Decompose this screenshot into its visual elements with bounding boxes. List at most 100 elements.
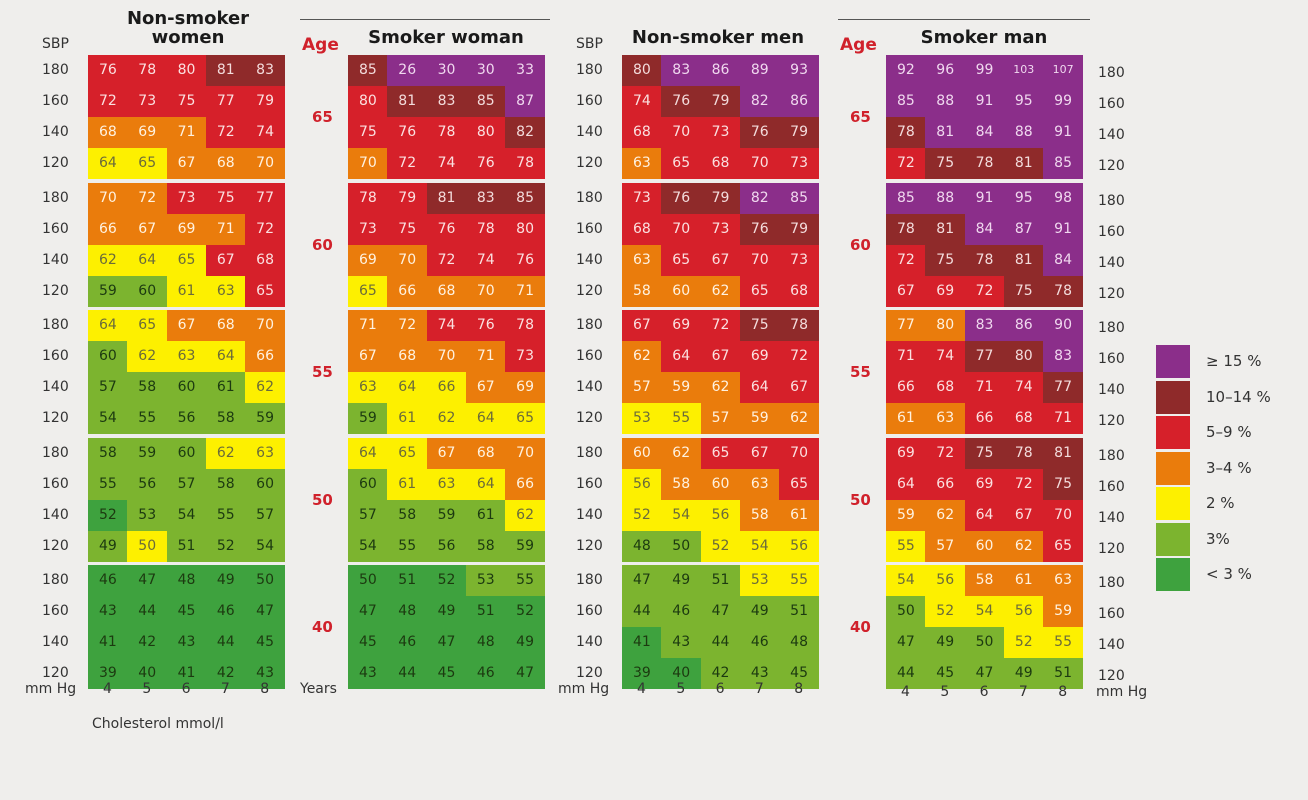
legend-label-1: 10–14 % — [1206, 387, 1271, 406]
legend-label-5: 3% — [1206, 529, 1230, 548]
cell-smoker-woman-age55-sbp120-chol5: 61 — [387, 403, 428, 434]
cell-smoker-man-age60-sbp120-chol4: 67 — [886, 275, 926, 307]
cell-non-smoker-men-age65-sbp140-chol6: 73 — [700, 117, 741, 148]
cell-non-smoker-men-age50-sbp120-chol8: 56 — [779, 530, 819, 562]
cell-non-smoker-women-age40-sbp180-chol6: 48 — [166, 565, 207, 596]
legend-label-0: ≥ 15 % — [1206, 352, 1262, 370]
cell-non-smoker-women-age65-sbp180-chol8: 83 — [245, 55, 285, 86]
cell-non-smoker-men-age65-sbp160-chol5: 76 — [661, 86, 702, 117]
cell-non-smoker-women-age50-sbp180-chol8: 63 — [245, 437, 285, 469]
cell-non-smoker-women-age40-sbp120-chol6: 41 — [166, 658, 207, 689]
legend-swatch-4 — [1156, 487, 1190, 520]
cell-non-smoker-women-age65-sbp120-chol5: 65 — [127, 148, 168, 179]
cell-smoker-man-age60-sbp140-chol8: 84 — [1043, 244, 1083, 276]
age-left-65: 65 — [312, 108, 333, 126]
cell-non-smoker-men-age60-sbp180-chol6: 79 — [700, 182, 741, 214]
cell-smoker-woman-age40-sbp180-chol4: 50 — [348, 565, 388, 596]
sbp-left-age55-180: 180 — [42, 317, 69, 333]
cell-non-smoker-women-age40-sbp180-chol7: 49 — [205, 565, 246, 596]
sbp-center-age55-140: 140 — [576, 379, 603, 395]
cell-smoker-woman-age50-sbp160-chol6: 63 — [426, 468, 467, 500]
cell-non-smoker-men-age65-sbp180-chol6: 86 — [700, 55, 741, 86]
cell-non-smoker-women-age50-sbp140-chol6: 54 — [166, 499, 207, 531]
cell-smoker-man-age55-sbp120-chol6: 66 — [964, 403, 1005, 434]
cell-non-smoker-women-age60-sbp160-chol4: 66 — [88, 213, 128, 245]
cell-smoker-man-age40-sbp120-chol4: 44 — [886, 658, 926, 689]
sbp-right-age65-180: 180 — [1098, 65, 1125, 81]
cell-smoker-man-age65-sbp120-chol4: 72 — [886, 148, 926, 179]
cell-non-smoker-women-age65-sbp160-chol4: 72 — [88, 86, 128, 117]
cell-smoker-man-age55-sbp120-chol8: 71 — [1043, 403, 1083, 434]
cell-smoker-man-age60-sbp180-chol5: 88 — [925, 182, 966, 214]
cell-smoker-woman-age55-sbp160-chol6: 70 — [426, 341, 467, 372]
cell-smoker-man-age40-sbp180-chol6: 58 — [964, 565, 1005, 596]
cell-smoker-woman-age40-sbp120-chol4: 43 — [348, 658, 388, 689]
cell-non-smoker-men-age65-sbp140-chol7: 76 — [739, 117, 780, 148]
cell-smoker-woman-age65-sbp160-chol7: 85 — [465, 86, 506, 117]
cell-non-smoker-women-age65-sbp180-chol4: 76 — [88, 55, 128, 86]
sbp-center-age60-140: 140 — [576, 251, 603, 268]
chol-tick-women-5: 5 — [142, 681, 152, 697]
cell-smoker-woman-age60-sbp120-chol4: 65 — [348, 275, 388, 307]
cell-non-smoker-women-age50-sbp140-chol7: 55 — [205, 499, 246, 531]
cell-non-smoker-men-age60-sbp160-chol7: 76 — [739, 213, 780, 245]
legend-swatch-5 — [1156, 522, 1190, 556]
cell-non-smoker-men-age65-sbp140-chol4: 68 — [622, 117, 662, 148]
cell-non-smoker-women-age55-sbp120-chol5: 55 — [127, 403, 168, 434]
cell-non-smoker-women-age65-sbp180-chol6: 80 — [166, 55, 207, 86]
cell-smoker-man-age55-sbp140-chol6: 71 — [964, 372, 1005, 403]
mmhg-label-left: mm Hg — [25, 681, 77, 697]
cell-smoker-man-age55-sbp120-chol7: 68 — [1003, 403, 1044, 434]
cell-non-smoker-women-age40-sbp180-chol5: 47 — [127, 565, 168, 596]
cell-smoker-woman-age55-sbp140-chol6: 66 — [426, 372, 467, 403]
cell-smoker-man-age60-sbp160-chol5: 81 — [925, 213, 966, 245]
cell-non-smoker-women-age55-sbp160-chol6: 63 — [166, 341, 207, 372]
cell-smoker-woman-age50-sbp140-chol5: 58 — [387, 499, 428, 531]
cell-non-smoker-women-age60-sbp140-chol6: 65 — [166, 244, 207, 276]
cell-non-smoker-men-age65-sbp120-chol6: 68 — [700, 148, 741, 179]
cell-non-smoker-women-age50-sbp120-chol5: 50 — [127, 530, 168, 562]
cell-smoker-woman-age55-sbp160-chol7: 71 — [465, 341, 506, 372]
cell-non-smoker-women-age50-sbp120-chol7: 52 — [205, 530, 246, 562]
cell-non-smoker-men-age50-sbp160-chol7: 63 — [739, 468, 780, 500]
cell-non-smoker-women-age40-sbp180-chol4: 46 — [88, 565, 128, 596]
cell-smoker-woman-age40-sbp140-chol7: 48 — [465, 627, 506, 658]
cell-non-smoker-women-age40-sbp140-chol7: 44 — [205, 627, 246, 658]
cell-smoker-woman-age60-sbp140-chol7: 74 — [465, 244, 506, 276]
cell-non-smoker-men-age60-sbp120-chol4: 58 — [622, 275, 662, 307]
cell-non-smoker-women-age60-sbp180-chol7: 75 — [205, 182, 246, 214]
cell-smoker-woman-age55-sbp180-chol5: 72 — [387, 310, 428, 341]
sbp-center-age50-160: 160 — [576, 475, 603, 492]
cell-smoker-man-age40-sbp120-chol5: 45 — [925, 658, 966, 689]
sbp-center-age60-160: 160 — [576, 220, 603, 237]
cell-smoker-woman-age50-sbp120-chol7: 58 — [465, 530, 506, 562]
legend-label-2: 5–9 % — [1206, 423, 1252, 441]
cell-smoker-man-age50-sbp180-chol7: 78 — [1003, 437, 1044, 469]
cell-smoker-woman-age50-sbp160-chol7: 64 — [465, 468, 506, 500]
sbp-right-age65-120: 120 — [1098, 158, 1125, 174]
cell-smoker-woman-age65-sbp120-chol7: 76 — [465, 148, 506, 179]
sbp-center-age40-140: 140 — [576, 634, 603, 650]
cell-non-smoker-women-age50-sbp140-chol5: 53 — [127, 499, 168, 531]
cell-non-smoker-women-age40-sbp140-chol4: 41 — [88, 627, 128, 658]
cell-non-smoker-women-age40-sbp120-chol8: 43 — [245, 658, 285, 689]
cell-smoker-woman-age65-sbp180-chol6: 30 — [426, 55, 467, 86]
cell-non-smoker-men-age55-sbp140-chol5: 59 — [661, 372, 702, 403]
cell-smoker-woman-age60-sbp140-chol6: 72 — [426, 244, 467, 276]
cell-non-smoker-men-age40-sbp120-chol5: 40 — [661, 658, 702, 689]
cell-smoker-woman-age40-sbp140-chol6: 47 — [426, 627, 467, 658]
cell-smoker-woman-age60-sbp160-chol7: 78 — [465, 213, 506, 245]
cell-non-smoker-men-age50-sbp180-chol8: 70 — [779, 437, 819, 469]
cell-non-smoker-men-age40-sbp120-chol6: 42 — [700, 658, 741, 689]
cell-smoker-woman-age65-sbp160-chol8: 87 — [505, 86, 545, 117]
cell-smoker-man-age65-sbp180-chol5: 96 — [925, 55, 966, 86]
cell-smoker-woman-age55-sbp140-chol5: 64 — [387, 372, 428, 403]
cell-smoker-man-age65-sbp120-chol5: 75 — [925, 148, 966, 179]
age-right-40: 40 — [850, 618, 871, 636]
sbp-right-age50-180: 180 — [1098, 447, 1125, 464]
cell-non-smoker-men-age55-sbp120-chol8: 62 — [779, 403, 819, 434]
cell-non-smoker-women-age65-sbp160-chol5: 73 — [127, 86, 168, 117]
cell-non-smoker-men-age55-sbp180-chol6: 72 — [700, 310, 741, 341]
cell-smoker-man-age65-sbp140-chol4: 78 — [886, 117, 926, 148]
